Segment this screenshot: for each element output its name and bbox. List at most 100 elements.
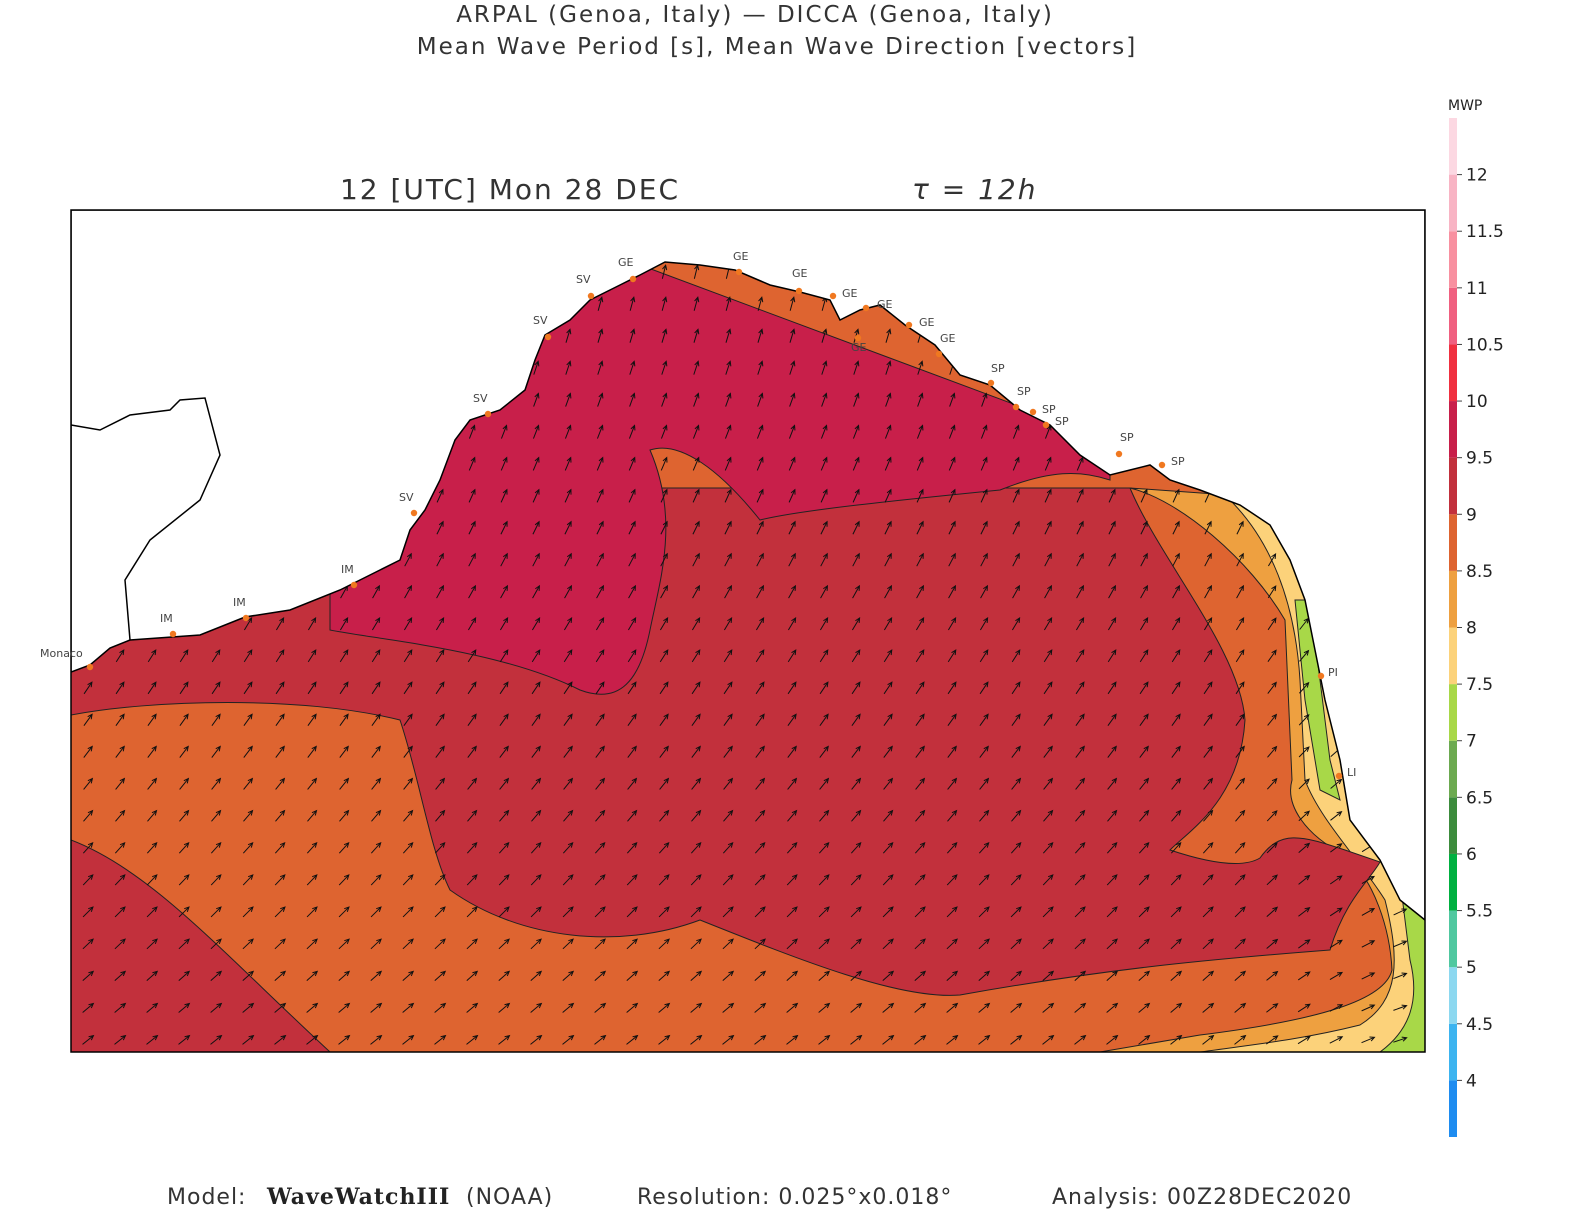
- wave-vector: [818, 906, 830, 918]
- wave-vector: [499, 777, 510, 790]
- wave-vector: [883, 681, 893, 695]
- place-label: SP: [1055, 415, 1069, 428]
- colorbar-bin: [1449, 910, 1457, 968]
- wave-vector: [658, 841, 670, 854]
- wave-vector: [722, 1002, 735, 1013]
- wave-vector: [1075, 745, 1085, 758]
- wave-vector: [1172, 584, 1180, 599]
- wave-vector: [467, 649, 477, 663]
- wave-vector: [307, 809, 318, 822]
- wave-vector: [1393, 908, 1408, 916]
- wave-vector: [466, 970, 479, 982]
- place-dot: [587, 292, 595, 300]
- wave-vector: [1172, 520, 1180, 535]
- wave-vector: [660, 488, 668, 503]
- wave-vector: [339, 617, 349, 631]
- wave-vector: [146, 1002, 159, 1013]
- wave-vector: [1042, 874, 1054, 886]
- wave-vector: [1171, 777, 1182, 790]
- wave-vector: [627, 713, 637, 726]
- wave-vector: [370, 841, 382, 854]
- colorbar-tick-label: 4.5: [1466, 1015, 1493, 1035]
- wave-vector: [530, 970, 543, 982]
- wave-vector: [1330, 843, 1343, 853]
- wave-vector: [1076, 552, 1084, 567]
- wave-vector: [210, 1034, 223, 1045]
- wave-vector: [402, 970, 415, 982]
- footer-model: WaveWatchIII: [266, 1184, 450, 1210]
- wave-vector: [820, 584, 828, 599]
- wave-vector: [371, 681, 381, 695]
- colorbar-bin: [1449, 570, 1457, 628]
- colorbar-bin: [1449, 740, 1457, 798]
- wave-vector: [755, 777, 766, 790]
- wave-vector: [628, 520, 636, 535]
- place-label: GE: [877, 298, 893, 311]
- place-label: GE: [792, 267, 808, 280]
- wave-vector: [1171, 745, 1181, 758]
- wave-vector: [1107, 745, 1117, 758]
- wave-vector: [755, 713, 765, 726]
- wave-vector: [947, 649, 957, 663]
- wave-vector: [498, 906, 510, 918]
- wave-vector: [498, 841, 510, 854]
- wave-vector: [725, 328, 732, 343]
- wave-vector: [627, 809, 638, 822]
- wave-vector: [692, 520, 700, 535]
- wave-vector: [1043, 745, 1053, 758]
- wave-vector: [530, 1002, 543, 1013]
- wave-vector: [1074, 938, 1086, 950]
- wave-vector: [658, 874, 670, 886]
- wave-vector: [307, 745, 317, 758]
- wave-vector: [563, 745, 573, 758]
- wave-vector: [1235, 777, 1246, 790]
- wave-vector: [914, 906, 926, 918]
- wave-vector: [850, 970, 863, 982]
- wave-vector: [852, 424, 860, 439]
- wave-vector: [1011, 713, 1021, 726]
- colorbar-tick-label: 7: [1466, 732, 1477, 752]
- wave-vector: [403, 617, 413, 631]
- wave-vector: [178, 841, 190, 854]
- wave-vector: [884, 552, 892, 567]
- wave-vector: [597, 296, 604, 311]
- wave-vector: [1012, 584, 1020, 599]
- wave-vector: [852, 520, 860, 535]
- wave-vector: [818, 938, 830, 950]
- wave-vector: [852, 552, 860, 567]
- wave-vector: [370, 1034, 383, 1045]
- colorbar-bin: [1449, 1080, 1457, 1137]
- wave-vector: [435, 649, 445, 663]
- wave-vector: [914, 938, 926, 950]
- wave-vector: [210, 1002, 223, 1013]
- wave-vector: [1042, 841, 1054, 854]
- wave-vector: [595, 681, 605, 695]
- place-dot: [905, 321, 913, 329]
- wave-vector: [274, 906, 286, 918]
- wave-vector: [274, 970, 287, 982]
- colorbar-tick-label: 11.5: [1466, 222, 1504, 242]
- wave-vector: [1075, 681, 1085, 695]
- wave-vector: [693, 360, 700, 375]
- wave-vector: [1044, 456, 1052, 471]
- wave-vector: [146, 1034, 159, 1045]
- wave-vector: [596, 456, 604, 471]
- wave-vector: [917, 392, 924, 407]
- wave-vector: [1044, 584, 1052, 599]
- wave-vector: [595, 777, 606, 790]
- wave-vector: [1298, 778, 1310, 790]
- colorbar-tick-label: 8: [1466, 619, 1477, 639]
- wave-vector: [1298, 842, 1311, 853]
- wave-vector: [1074, 970, 1087, 982]
- wave-vector: [1042, 1002, 1055, 1013]
- wave-vector: [851, 777, 862, 790]
- wave-vector: [786, 1002, 799, 1013]
- wave-vector: [691, 809, 702, 822]
- wave-vector: [435, 713, 445, 726]
- wave-vector: [594, 841, 606, 854]
- colorbar-bin: [1449, 797, 1457, 854]
- wave-vector: [242, 1034, 255, 1045]
- wave-vector: [306, 874, 318, 886]
- wave-vector: [532, 488, 540, 503]
- wave-vector: [723, 649, 733, 663]
